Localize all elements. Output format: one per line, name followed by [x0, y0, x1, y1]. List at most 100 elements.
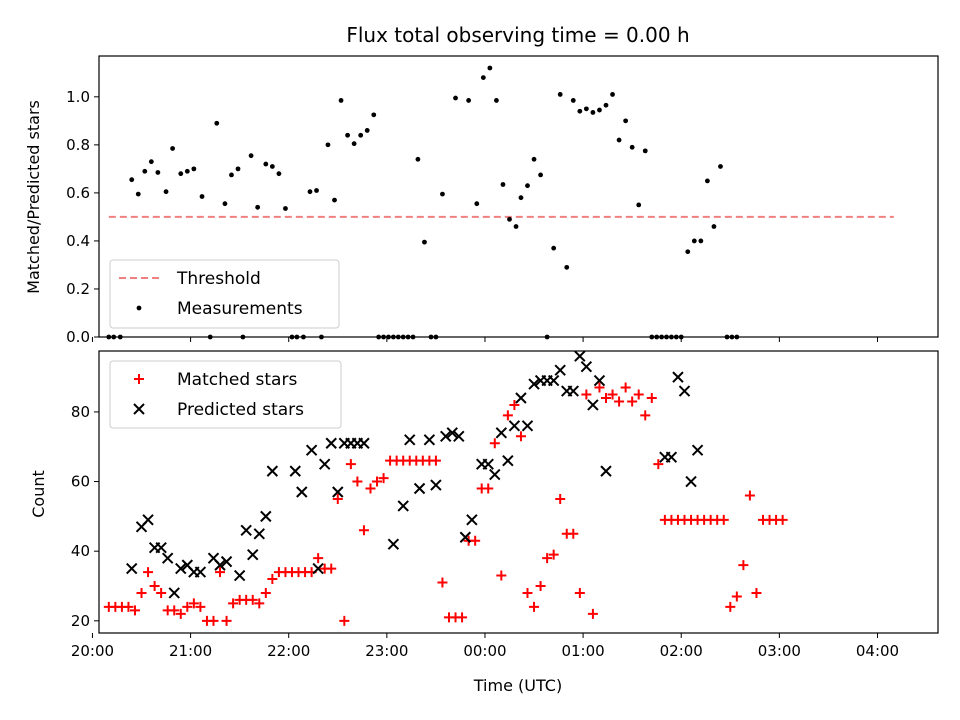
data-point [222, 201, 228, 207]
data-point [194, 566, 207, 578]
data-point [325, 142, 331, 148]
data-point [220, 555, 233, 568]
data-point [149, 581, 160, 591]
data-point [568, 528, 579, 539]
y-tick-label: 40 [71, 542, 90, 560]
x-tick-label: 23:00 [365, 642, 408, 660]
data-point [466, 98, 472, 103]
data-point [646, 393, 657, 403]
legend-box [109, 360, 342, 429]
bottom-ylabel: Count [29, 470, 48, 518]
data-point [535, 581, 546, 591]
data-point [738, 560, 749, 571]
data-point [594, 382, 605, 393]
data-point [507, 216, 512, 222]
data-point [199, 194, 205, 199]
data-point [718, 164, 723, 169]
data-point [459, 531, 472, 543]
data-point [711, 224, 717, 229]
x-tick-label: 20:00 [71, 642, 114, 660]
data-point [325, 437, 337, 449]
data-point [378, 473, 389, 484]
data-point [581, 389, 592, 400]
data-point [296, 486, 308, 498]
data-point [620, 382, 631, 393]
data-point [371, 112, 377, 118]
data-point [142, 514, 154, 526]
y-tick-label: 0.0 [66, 328, 90, 346]
data-point [339, 615, 350, 626]
data-point [623, 118, 629, 124]
legend-label: Matched stars [177, 370, 297, 390]
data-point [326, 563, 337, 574]
series-measurements [106, 65, 740, 340]
bottom-plot-area [103, 350, 788, 626]
data-point [470, 535, 481, 546]
data-point [215, 567, 226, 578]
data-point [610, 92, 615, 97]
data-point [557, 92, 563, 97]
data-point [260, 510, 272, 523]
y-tick-label: 20 [71, 612, 90, 630]
data-point [531, 156, 537, 162]
data-point [564, 264, 570, 270]
data-point [528, 378, 540, 390]
data-point [142, 168, 148, 174]
data-point [474, 201, 480, 207]
data-point [521, 420, 534, 432]
data-point [352, 476, 363, 487]
data-point [629, 144, 635, 150]
data-point [495, 427, 508, 439]
data-point [313, 553, 324, 564]
data-point [276, 171, 282, 177]
data-point [718, 514, 729, 525]
data-point [168, 587, 180, 599]
x-tick-label: 00:00 [463, 642, 506, 660]
data-point [332, 197, 337, 203]
data-point [248, 153, 254, 159]
data-point [413, 482, 426, 495]
data-point [515, 431, 526, 442]
x-tick-label: 21:00 [169, 642, 212, 660]
data-point [148, 159, 154, 165]
data-point [542, 553, 553, 564]
data-point [574, 350, 586, 362]
data-point [191, 166, 197, 172]
data-point [229, 172, 234, 178]
data-point [387, 538, 400, 550]
y-tick-label: 0.8 [66, 136, 90, 154]
data-point [483, 483, 494, 494]
data-point [502, 410, 513, 421]
data-point [338, 98, 344, 103]
data-point [691, 238, 697, 244]
bottom-xlabel: Time (UTC) [473, 676, 562, 695]
data-point [188, 598, 199, 609]
data-point [440, 191, 445, 197]
data-point [525, 183, 530, 189]
data-point [440, 430, 452, 443]
data-point [508, 420, 521, 432]
legend-box [109, 259, 340, 329]
data-point [616, 137, 622, 143]
data-point [515, 392, 527, 404]
data-point [513, 224, 519, 229]
data-point [731, 591, 742, 602]
x-tick-label: 03:00 [758, 642, 801, 660]
data-point [665, 451, 678, 463]
data-point [182, 601, 193, 612]
data-point [135, 191, 141, 197]
data-point [263, 161, 269, 167]
data-point [365, 483, 376, 494]
bottom-ticks: 20 40 60 80 20:00 21:00 22:00 23:00 00:00 01:00 02… [71, 403, 899, 660]
legend-swatch [134, 374, 144, 384]
data-point [404, 434, 416, 446]
data-point [554, 364, 566, 376]
y-tick-label: 0.4 [66, 232, 90, 250]
data-point [163, 189, 169, 195]
top-panel: Flux total observing time = 0.00 h Match… [24, 23, 939, 346]
data-point [143, 567, 154, 578]
legend-swatch [136, 305, 142, 311]
data-point [509, 399, 520, 410]
data-point [208, 615, 219, 626]
